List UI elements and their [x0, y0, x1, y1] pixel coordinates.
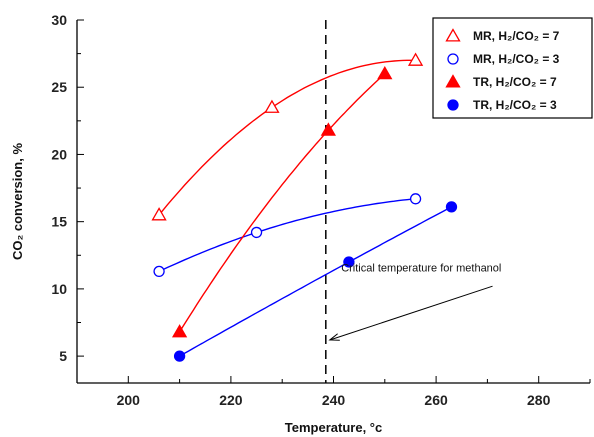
x-tick-label: 260 [424, 392, 448, 408]
annotation-arrow-shaft [329, 285, 493, 341]
series-2-point [320, 122, 336, 136]
x-tick-label: 280 [527, 392, 551, 408]
trend-curves [158, 59, 452, 357]
series-3-point [343, 256, 355, 268]
legend-label-0: MR, H₂/CO₂ = 7 [473, 29, 560, 43]
series-2-point [171, 324, 188, 338]
x-axis-title: Temperature, °c [285, 420, 382, 435]
annotation: Critical temperature for methanol [328, 262, 501, 341]
y-tick-label: 5 [59, 348, 67, 364]
series-1-curve [158, 198, 416, 273]
legend-marker-3 [447, 99, 459, 111]
series-2-point [377, 65, 393, 80]
series-1-point [153, 265, 165, 278]
tick-marks [76, 19, 591, 383]
x-tick-label: 240 [322, 392, 346, 408]
series-0-curve [158, 59, 416, 216]
y-tick-label: 25 [51, 79, 67, 95]
annotation-arrow-head [328, 333, 340, 341]
legend-box [432, 17, 593, 119]
legend-marker-1 [447, 53, 459, 65]
series-3-point [173, 350, 186, 362]
y-tick-label: 15 [51, 214, 67, 230]
y-tick-label: 20 [51, 146, 67, 162]
y-tick-label: 30 [51, 12, 67, 28]
annotation-label: Critical temperature for methanol [341, 262, 501, 274]
legend-marker-0 [445, 28, 461, 42]
series-0-point [151, 207, 167, 221]
y-tick-label: 10 [51, 281, 67, 297]
tick-labels: 200 220 240 260 280 5 10 15 20 25 30 [51, 12, 550, 408]
legend-label-3: TR, H₂/CO₂ = 3 [473, 98, 557, 112]
legend-label-2: TR, H₂/CO₂ = 7 [473, 75, 557, 89]
series-1-point [409, 193, 422, 205]
x-tick-label: 220 [219, 392, 243, 408]
x-tick-label: 200 [117, 392, 141, 408]
series-2-curve [179, 73, 386, 333]
series-0-point [407, 52, 424, 66]
series-0-point [264, 99, 280, 113]
legend: MR, H₂/CO₂ = 7 MR, H₂/CO₂ = 3 TR, H₂/CO₂ =… [432, 17, 593, 119]
legend-label-1: MR, H₂/CO₂ = 3 [473, 52, 560, 66]
series-3-point [445, 201, 458, 213]
series-1-point [250, 226, 263, 239]
y-axis-title: CO₂ conversion, % [10, 143, 25, 260]
series-3-curve [179, 206, 452, 357]
legend-marker-2 [445, 74, 461, 88]
data-points [151, 52, 458, 362]
